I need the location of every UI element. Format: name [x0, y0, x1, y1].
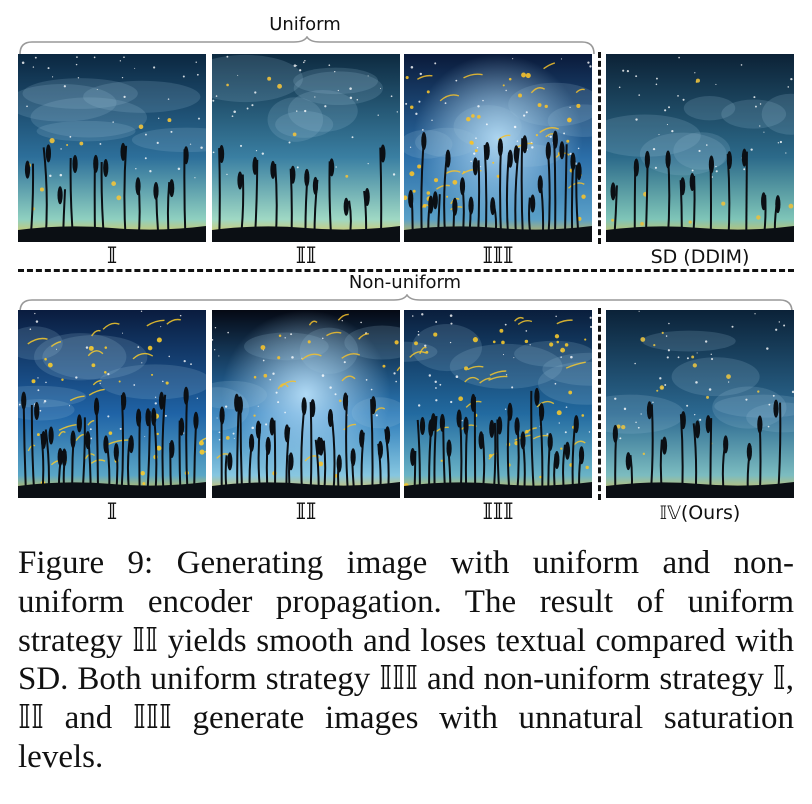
image-uniform-2 [212, 54, 400, 242]
night-sky-image [404, 54, 592, 242]
non-uniform-group-label: Non-uniform [348, 272, 462, 293]
image-ours [606, 310, 794, 498]
image-non-uniform-1 [18, 310, 206, 498]
night-sky-image [18, 310, 206, 498]
non-uniform-brace [19, 294, 793, 313]
night-sky-image [18, 54, 206, 242]
caption-uniform-2: 𝕀𝕀 [295, 244, 317, 269]
night-sky-image [212, 310, 400, 498]
uniform-group-label: Uniform [269, 14, 341, 35]
night-sky-image [404, 310, 592, 498]
caption-uniform-1: 𝕀 [106, 244, 118, 269]
figure-caption: Figure 9: Generating image with uniform … [18, 544, 794, 777]
uniform-brace [19, 36, 595, 55]
image-non-uniform-3 [404, 310, 592, 498]
vertical-separator-bottom [598, 308, 601, 500]
image-sd-ddim [606, 54, 794, 242]
horizontal-separator [18, 269, 794, 272]
caption-non-uniform-3: 𝕀𝕀𝕀 [482, 500, 514, 525]
vertical-separator-top [598, 52, 601, 244]
caption-sd-ddim: SD (DDIM) [650, 246, 750, 268]
caption-uniform-3: 𝕀𝕀𝕀 [482, 244, 514, 269]
figure-caption-text: Generating image with uniform and non-un… [18, 545, 794, 775]
caption-ours: 𝕀𝕍(Ours) [659, 502, 741, 524]
night-sky-image [212, 54, 400, 242]
caption-non-uniform-1: 𝕀 [106, 500, 118, 525]
night-sky-image [606, 54, 794, 242]
image-uniform-1 [18, 54, 206, 242]
night-sky-image [606, 310, 794, 498]
image-non-uniform-2 [212, 310, 400, 498]
figure-label: Figure 9: [18, 545, 154, 581]
image-uniform-3 [404, 54, 592, 242]
caption-non-uniform-2: 𝕀𝕀 [295, 500, 317, 525]
